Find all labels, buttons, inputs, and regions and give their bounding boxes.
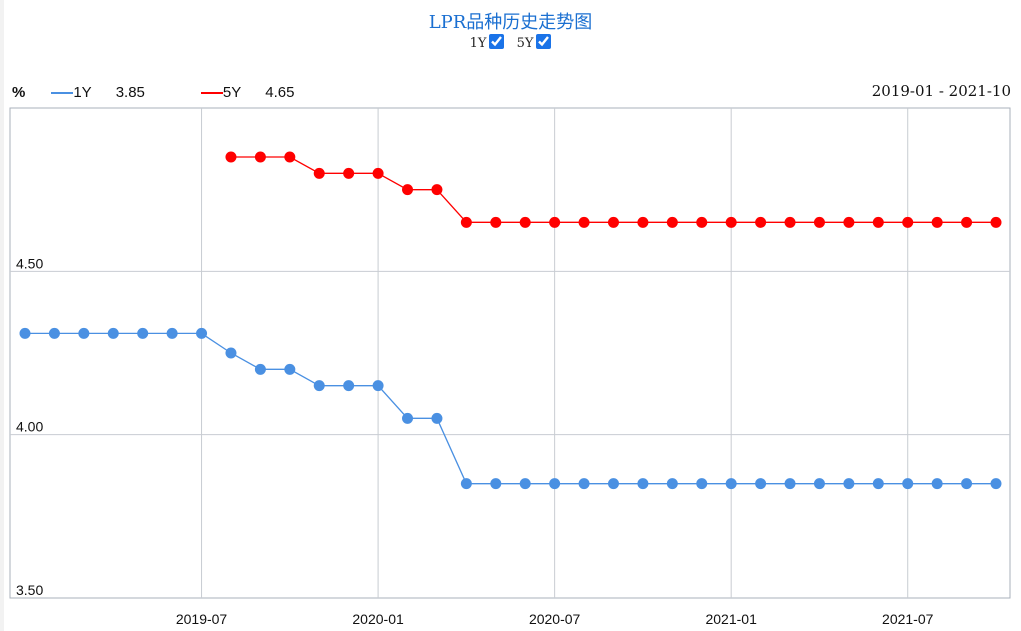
data-point-1y [637,478,649,490]
x-tick-label: 2019-07 [176,611,228,627]
series-toggles: 1Y 5Y [0,34,1021,51]
data-point-1y [137,327,149,339]
data-point-1y [402,412,414,424]
x-tick-label: 2020-07 [529,611,581,627]
x-tick-label: 2021-01 [705,611,757,627]
data-point-1y [284,363,296,375]
legend: % 1Y 3.85 5Y 4.65 [12,84,294,101]
page-edge [0,0,4,631]
data-point-5y [637,216,649,228]
data-point-1y [902,478,914,490]
data-point-5y [343,167,355,179]
y-tick-label: 3.50 [16,582,43,598]
data-point-5y [490,216,502,228]
series-line-5y [230,156,996,223]
legend-swatch-1y [51,91,74,94]
toggle-1y[interactable]: 1Y [469,34,505,51]
data-point-1y [578,478,590,490]
data-point-1y [166,327,178,339]
checkbox-5y[interactable] [536,34,552,49]
data-point-5y [225,151,237,163]
data-point-1y [607,478,619,490]
data-point-5y [431,184,443,196]
data-point-1y [19,327,31,339]
data-point-1y [431,412,443,424]
legend-name-1y: 1Y [73,84,92,101]
data-point-1y [78,327,90,339]
data-point-5y [696,216,708,228]
data-point-5y [607,216,619,228]
data-point-5y [990,216,1002,228]
legend-value-5y: 4.65 [265,84,295,101]
toggle-5y-label: 5Y [516,36,534,51]
data-point-1y [843,478,855,490]
data-point-5y [813,216,825,228]
data-point-5y [843,216,855,228]
data-point-1y [254,363,266,375]
x-tick-label: 2020-01 [352,611,404,627]
data-point-5y [519,216,531,228]
data-point-5y [755,216,767,228]
data-point-1y [519,478,531,490]
toggle-5y[interactable]: 5Y [516,34,552,51]
data-point-1y [872,478,884,490]
chart-title: LPR品种历史走势图 [428,12,593,33]
data-point-5y [460,216,472,228]
unit-label: % [12,84,26,101]
data-point-1y [784,478,796,490]
data-point-5y [549,216,561,228]
plot-frame [9,107,1011,599]
data-point-5y [313,167,325,179]
y-tick-label: 4.00 [16,419,43,435]
toggle-1y-label: 1Y [469,36,487,51]
data-point-5y [402,184,414,196]
data-point-5y [666,216,678,228]
data-point-1y [755,478,767,490]
data-point-5y [372,167,384,179]
checkbox-1y[interactable] [489,34,505,49]
data-point-5y [931,216,943,228]
data-point-5y [902,216,914,228]
legend-swatch-5y [200,91,223,94]
data-point-1y [313,380,325,392]
data-point-1y [372,380,384,392]
data-point-5y [725,216,737,228]
legend-name-5y: 5Y [222,84,242,101]
data-point-1y [931,478,943,490]
data-point-5y [284,151,296,163]
series-line-1y [25,332,996,485]
data-point-1y [961,478,973,490]
data-point-1y [490,478,502,490]
data-point-5y [961,216,973,228]
x-tick-label: 2021-07 [882,611,934,627]
data-point-1y [196,327,208,339]
data-point-1y [107,327,119,339]
data-point-1y [725,478,737,490]
data-point-1y [813,478,825,490]
data-point-5y [784,216,796,228]
data-point-1y [666,478,678,490]
date-range: 2019-01 - 2021-10 [871,82,1011,100]
data-point-1y [225,347,237,359]
legend-value-1y: 3.85 [115,84,145,101]
data-point-1y [48,327,60,339]
y-tick-label: 4.50 [16,255,43,271]
data-point-1y [990,478,1002,490]
data-point-5y [578,216,590,228]
data-point-1y [460,478,472,490]
data-point-1y [343,380,355,392]
data-point-1y [549,478,561,490]
data-point-5y [872,216,884,228]
data-point-1y [696,478,708,490]
data-point-5y [254,151,266,163]
